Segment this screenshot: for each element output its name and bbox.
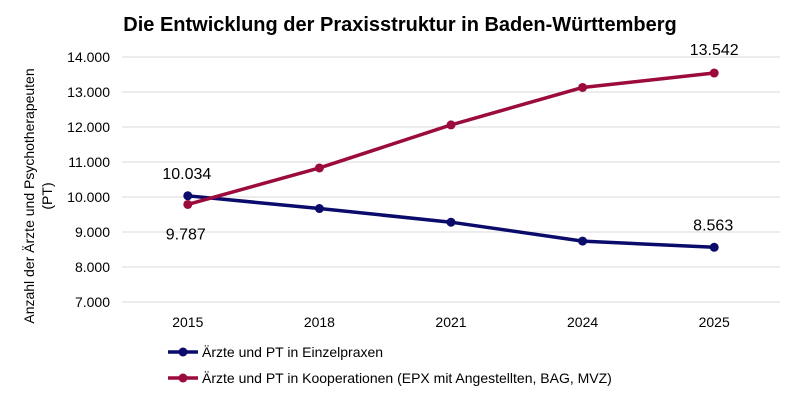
y-axis-label-line1: Anzahl der Ärzte und Psychotherapeuten — [21, 68, 37, 323]
data-label: 9.787 — [166, 226, 206, 243]
data-point — [578, 82, 588, 92]
data-point — [446, 217, 456, 227]
y-tick-label: 14.000 — [67, 49, 110, 65]
x-tick-label: 2025 — [699, 314, 730, 330]
data-point — [709, 68, 719, 78]
y-axis-label-line2: (PT) — [39, 182, 55, 209]
series-line-2 — [187, 71, 715, 207]
data-label: 8.563 — [693, 217, 733, 234]
y-tick-label: 10.000 — [67, 189, 110, 205]
gridlines — [122, 56, 780, 303]
legend-swatch-marker — [178, 347, 188, 357]
legend-swatch-marker — [178, 373, 188, 383]
data-point — [183, 191, 193, 201]
x-tick-label: 2018 — [304, 314, 335, 330]
legend-entry-1: Ärzte und PT in Einzelpraxen — [202, 344, 383, 360]
y-tick-label: 8.000 — [75, 259, 110, 275]
data-point — [709, 242, 719, 252]
legend: Ärzte und PT in Einzelpraxen Ärzte und PT… — [168, 344, 612, 386]
data-point — [446, 120, 456, 130]
y-tick-label: 7.000 — [75, 294, 110, 310]
x-tick-label: 2024 — [567, 314, 598, 330]
x-axis-ticks: 2015 2018 2021 2024 2025 — [172, 314, 730, 330]
y-axis-ticks: 7.000 8.000 9.000 10.000 11.000 12.000 13.000 1… — [67, 49, 110, 310]
data-point — [183, 199, 193, 209]
y-tick-label: 9.000 — [75, 224, 110, 240]
y-tick-label: 13.000 — [67, 84, 110, 100]
data-labels: 10.034 8.563 9.787 13.542 — [162, 42, 738, 243]
y-tick-label: 12.000 — [67, 119, 110, 135]
x-tick-label: 2021 — [435, 314, 466, 330]
series-layer — [183, 68, 719, 252]
legend-entry-2: Ärzte und PT in Kooperationen (EPX mit A… — [202, 370, 612, 386]
data-point — [314, 204, 324, 214]
data-point — [314, 163, 324, 173]
data-point — [578, 236, 588, 246]
data-label: 13.542 — [690, 42, 739, 59]
x-tick-label: 2015 — [172, 314, 203, 330]
data-label: 10.034 — [162, 166, 211, 183]
chart-title: Die Entwicklung der Praxisstruktur in Ba… — [123, 14, 676, 36]
y-tick-label: 11.000 — [68, 154, 110, 170]
